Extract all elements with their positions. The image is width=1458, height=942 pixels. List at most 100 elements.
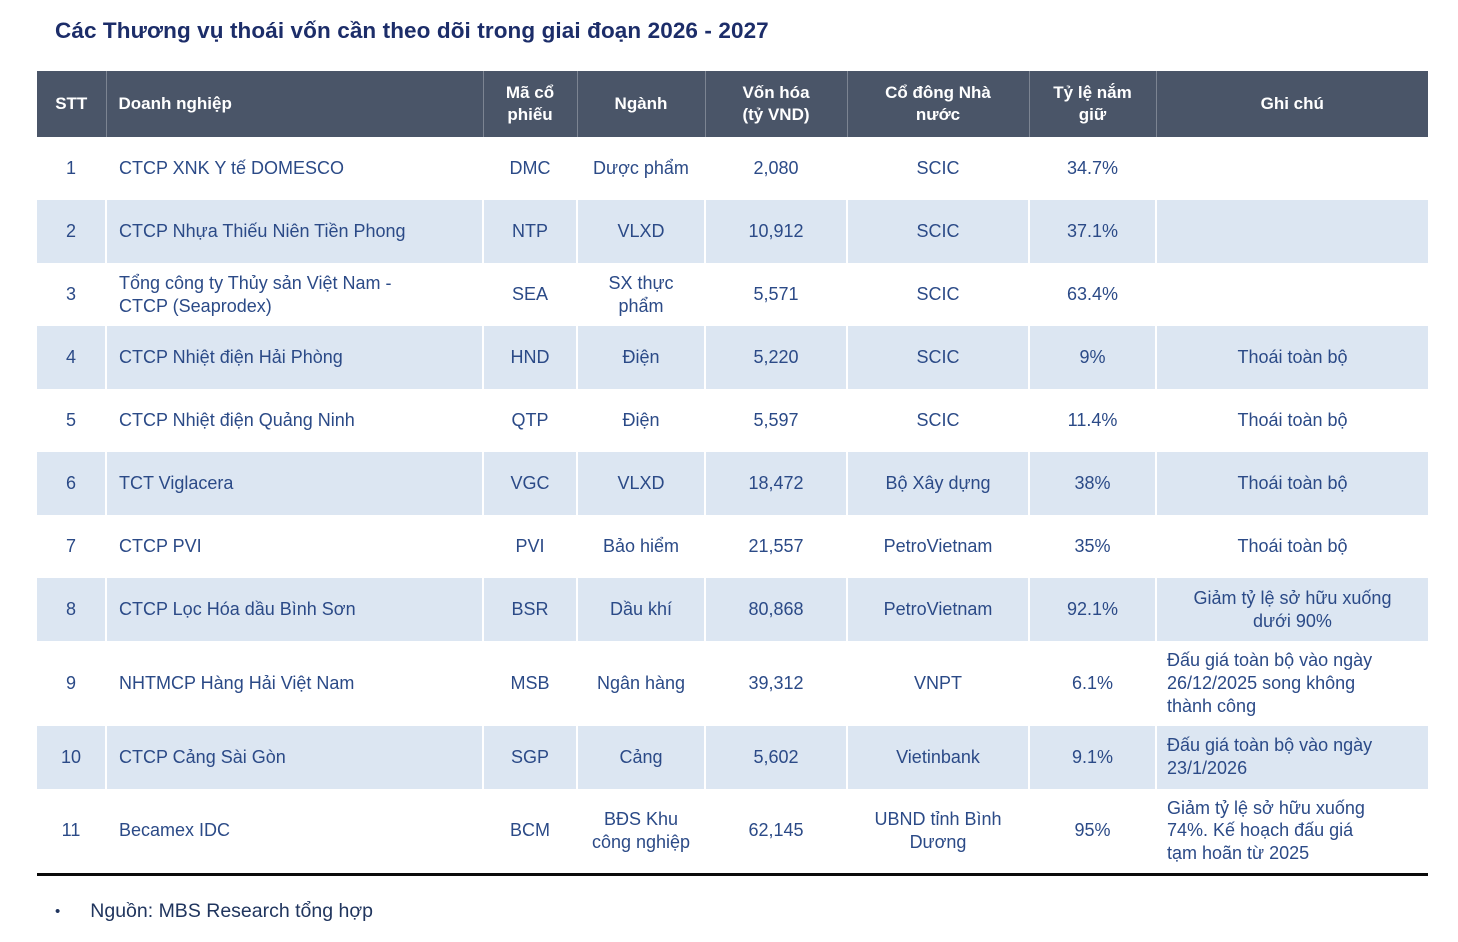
cell-stake: 34.7% xyxy=(1028,137,1156,200)
cell-market_cap: 18,472 xyxy=(704,452,847,515)
cell-stake: 9.1% xyxy=(1028,725,1156,789)
page-title: Các Thương vụ thoái vốn cần theo dõi tro… xyxy=(55,18,769,43)
source-note: Nguồn: MBS Research tổng hợp xyxy=(90,900,373,923)
cell-industry: VLXD xyxy=(576,200,705,263)
cell-market_cap: 21,557 xyxy=(704,515,847,578)
cell-company: CTCP Nhựa Thiếu Niên Tiền Phong xyxy=(105,200,483,263)
table-body: 1 CTCP XNK Y tế DOMESCO DMC Dược phẩm 2,080 S… xyxy=(37,137,1428,875)
table-row: 6 TCT Viglacera VGC VLXD 18,472 Bộ Xây dựng 38… xyxy=(37,452,1428,515)
cell-market_cap: 5,602 xyxy=(704,725,847,789)
cell-note: Giảm tỷ lệ sở hữu xuống dưới 90% xyxy=(1155,578,1428,641)
cell-stt: 11 xyxy=(61,820,81,841)
cell-state_owner: SCIC xyxy=(846,200,1029,263)
cell-state_owner: Bộ Xây dựng xyxy=(846,452,1029,515)
cell-stake: 63.4% xyxy=(1028,263,1156,326)
cell-stt: 1 xyxy=(65,158,76,179)
cell-industry: Dược phẩm xyxy=(576,137,705,200)
cell-ticker: DMC xyxy=(482,137,577,200)
divestment-table: STT Doanh nghiệp Mã cổ phiếu Ngành Vốn hóa (… xyxy=(37,71,1428,877)
cell-state_owner: Vietinbank xyxy=(846,725,1029,789)
cell-state_owner: PetroVietnam xyxy=(846,515,1029,578)
cell-note: Thoái toàn bộ xyxy=(1155,452,1428,515)
table-row: 2 CTCP Nhựa Thiếu Niên Tiền Phong NTP VLXD 1… xyxy=(37,200,1428,263)
cell-stake: 6.1% xyxy=(1028,641,1156,726)
cell-industry: Cảng xyxy=(576,725,705,789)
cell-industry: BĐS Khu công nghiệp xyxy=(576,788,705,875)
cell-stt: 10 xyxy=(60,746,82,767)
cell-company: CTCP XNK Y tế DOMESCO xyxy=(105,137,483,200)
cell-note: Thoái toàn bộ xyxy=(1155,326,1428,389)
cell-note: Giảm tỷ lệ sở hữu xuống 74%. Kế hoạch đấ… xyxy=(1155,788,1428,875)
cell-company: CTCP Nhiệt điện Quảng Ninh xyxy=(105,389,483,452)
cell-company: CTCP Nhiệt điện Hải Phòng xyxy=(105,326,483,389)
cell-stt: 8 xyxy=(65,599,76,620)
column-header-state_owner: Cổ đông Nhà nước xyxy=(846,71,1029,137)
cell-company: Tổng công ty Thủy sản Việt Nam - CTCP (S… xyxy=(105,263,483,326)
cell-market_cap: 62,145 xyxy=(704,788,847,875)
cell-company: CTCP PVI xyxy=(105,515,483,578)
cell-ticker: BSR xyxy=(482,578,577,641)
cell-stake: 9% xyxy=(1028,326,1156,389)
cell-ticker: NTP xyxy=(482,200,577,263)
bullet-icon: • xyxy=(55,903,61,921)
cell-note xyxy=(1155,137,1428,200)
cell-note xyxy=(1155,263,1428,326)
cell-ticker: MSB xyxy=(482,641,577,726)
cell-stt: 3 xyxy=(65,284,76,305)
cell-stt: 6 xyxy=(65,473,76,494)
cell-company: CTCP Cảng Sài Gòn xyxy=(105,725,483,789)
cell-market_cap: 5,571 xyxy=(704,263,847,326)
cell-stt: 4 xyxy=(65,347,76,368)
column-header-industry: Ngành xyxy=(576,71,705,137)
cell-state_owner: VNPT xyxy=(846,641,1029,726)
table-row: 11 Becamex IDC BCM BĐS Khu công nghiệp 62,14… xyxy=(37,788,1428,875)
cell-stt: 2 xyxy=(65,221,76,242)
table-row: 7 CTCP PVI PVI Bảo hiểm 21,557 PetroVietnam 35… xyxy=(37,515,1428,578)
table-row: 8 CTCP Lọc Hóa dầu Bình Sơn BSR Dầu khí 80,8… xyxy=(37,578,1428,641)
cell-stake: 92.1% xyxy=(1028,578,1156,641)
cell-company: TCT Viglacera xyxy=(105,452,483,515)
table-row: 1 CTCP XNK Y tế DOMESCO DMC Dược phẩm 2,080 S… xyxy=(37,137,1428,200)
cell-ticker: SGP xyxy=(482,725,577,789)
cell-stt: 7 xyxy=(65,536,76,557)
cell-note: Đấu giá toàn bộ vào ngày 26/12/2025 song… xyxy=(1155,641,1428,726)
cell-stake: 95% xyxy=(1028,788,1156,875)
cell-industry: SX thực phẩm xyxy=(576,263,705,326)
cell-market_cap: 10,912 xyxy=(704,200,847,263)
cell-company: NHTMCP Hàng Hải Việt Nam xyxy=(105,641,483,726)
table-row: 10 CTCP Cảng Sài Gòn SGP Cảng 5,602 Vietinban… xyxy=(37,725,1428,789)
cell-market_cap: 5,597 xyxy=(704,389,847,452)
column-header-company: Doanh nghiệp xyxy=(105,71,483,137)
cell-market_cap: 39,312 xyxy=(704,641,847,726)
cell-company: CTCP Lọc Hóa dầu Bình Sơn xyxy=(105,578,483,641)
cell-state_owner: SCIC xyxy=(846,389,1029,452)
cell-ticker: VGC xyxy=(482,452,577,515)
cell-ticker: SEA xyxy=(482,263,577,326)
column-header-note: Ghi chú xyxy=(1155,71,1428,137)
cell-note: Đấu giá toàn bộ vào ngày 23/1/2026 xyxy=(1155,725,1428,789)
table-row: 4 CTCP Nhiệt điện Hải Phòng HND Điện 5,220 SC… xyxy=(37,326,1428,389)
report-page: Các Thương vụ thoái vốn cần theo dõi tro… xyxy=(0,18,1458,942)
cell-industry: Điện xyxy=(576,326,705,389)
cell-state_owner: SCIC xyxy=(846,137,1029,200)
column-header-stake: Tỷ lệ nắm giữ xyxy=(1028,71,1156,137)
cell-stt: 5 xyxy=(65,410,76,431)
source-note-row: • Nguồn: MBS Research tổng hợp xyxy=(55,900,1458,923)
cell-industry: Bảo hiểm xyxy=(576,515,705,578)
cell-market_cap: 2,080 xyxy=(704,137,847,200)
cell-note: Thoái toàn bộ xyxy=(1155,515,1428,578)
cell-note xyxy=(1155,200,1428,263)
table-header-row: STT Doanh nghiệp Mã cổ phiếu Ngành Vốn hóa (… xyxy=(37,71,1428,137)
cell-ticker: QTP xyxy=(482,389,577,452)
cell-industry: Ngân hàng xyxy=(576,641,705,726)
cell-state_owner: PetroVietnam xyxy=(846,578,1029,641)
cell-industry: VLXD xyxy=(576,452,705,515)
column-header-market_cap: Vốn hóa (tỷ VND) xyxy=(704,71,847,137)
table-row: 5 CTCP Nhiệt điện Quảng Ninh QTP Điện 5,597 S… xyxy=(37,389,1428,452)
cell-stt: 9 xyxy=(65,672,76,693)
cell-state_owner: UBND tỉnh Bình Dương xyxy=(846,788,1029,875)
cell-market_cap: 80,868 xyxy=(704,578,847,641)
cell-industry: Điện xyxy=(576,389,705,452)
cell-note: Thoái toàn bộ xyxy=(1155,389,1428,452)
cell-state_owner: SCIC xyxy=(846,326,1029,389)
